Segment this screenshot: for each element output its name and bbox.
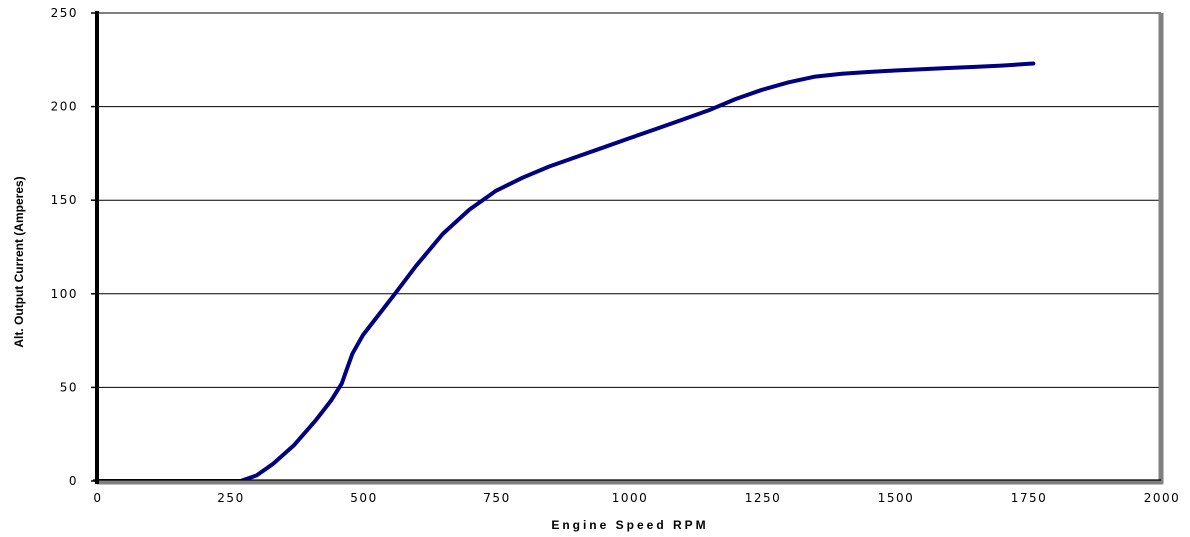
- x-tick-label-1750: 1750: [1011, 491, 1048, 505]
- series-line-0: [95, 61, 1036, 483]
- series-layer: [95, 61, 1036, 483]
- y-tick-label-250: 250: [51, 6, 78, 20]
- y-tick-labels: 0 50 100 150 200 250: [51, 6, 78, 488]
- y-tick-label-50: 50: [60, 380, 78, 394]
- y-tick-label-100: 100: [51, 287, 78, 301]
- x-tick-label-750: 750: [483, 491, 510, 505]
- x-tick-label-1500: 1500: [878, 491, 915, 505]
- x-tick-label-500: 500: [350, 491, 377, 505]
- x-tick-label-2000: 2000: [1144, 491, 1181, 505]
- x-axis-title: Engine Speed RPM: [551, 518, 708, 532]
- y-tick-label-200: 200: [51, 100, 78, 114]
- y-tick-label-150: 150: [51, 193, 78, 207]
- x-tick-label-1250: 1250: [745, 491, 782, 505]
- x-tick-label-1000: 1000: [612, 491, 649, 505]
- gridlines: [97, 12, 1161, 388]
- x-tick-label-250: 250: [217, 491, 244, 505]
- y-tick-label-0: 0: [69, 474, 78, 488]
- x-tick-labels: 0 250 500 750 1000 1250 1500 1750 2000: [93, 491, 1181, 505]
- x-tick-label-0: 0: [93, 491, 102, 505]
- y-axis-title: Alt. Output Current (Amperes): [12, 176, 26, 347]
- axes: [91, 11, 1164, 485]
